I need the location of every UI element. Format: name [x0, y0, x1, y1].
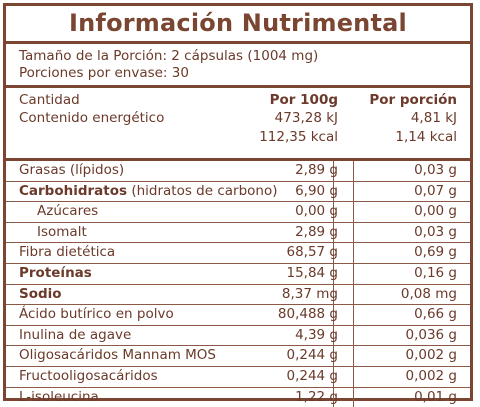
nutrient-name: Proteínas: [19, 264, 92, 281]
value-per-serving: 0,002 g: [405, 347, 457, 364]
title-divider: [6, 41, 470, 44]
value-per-serving: 0,16 g: [414, 264, 457, 281]
table-row: Oligosacáridos Mannam MOS 0,244 g 0,002 …: [6, 346, 470, 367]
table-row: Azúcares 0,00 g 0,00 g: [6, 202, 470, 223]
value-per-serving: 0,002 g: [405, 367, 457, 384]
nutrient-name: Carbohidratos: [19, 182, 128, 199]
table-row: Ácido butírico en polvo 80,488 g 0,66 g: [6, 305, 470, 326]
col-per-100g-title: Por 100g: [269, 92, 338, 108]
value-per-serving: 0,03 g: [414, 223, 457, 240]
energy-kcal-per-100g: 112,35 kcal: [259, 129, 338, 145]
value-per-100g: 0,00 g: [295, 203, 338, 220]
value-per-serving: 0,07 g: [414, 182, 457, 199]
nutrient-name: Fibra dietética: [19, 244, 116, 261]
energy-kj-per-serving: 4,81 kJ: [410, 110, 457, 126]
value-per-100g: 68,57 g: [286, 244, 338, 261]
table-row: Carbohidratos (hidratos de carbono) 6,90…: [6, 182, 470, 203]
nutrient-name: Isomalt: [37, 223, 87, 240]
table-row: Proteínas 15,84 g 0,16 g: [6, 264, 470, 285]
nutrient-name: Ácido butírico en polvo: [19, 306, 174, 323]
value-per-100g: 8,37 mg: [281, 285, 338, 302]
energy-kj-per-100g: 473,28 kJ: [274, 110, 338, 126]
value-per-serving: 0,66 g: [414, 306, 457, 323]
serving-info: Tamaño de la Porción: 2 cápsulas (1004 m…: [6, 44, 470, 85]
servings-per-container: Porciones por envase: 30: [19, 65, 189, 81]
nutrient-name: L-isoleucina: [19, 388, 99, 405]
value-per-100g: 15,84 g: [286, 264, 338, 281]
value-per-100g: 80,488 g: [277, 306, 338, 323]
value-per-100g: 0,244 g: [286, 347, 338, 364]
value-per-100g: 6,90 g: [295, 182, 338, 199]
energy-label: Contenido energético: [19, 110, 165, 126]
serving-divider: [6, 85, 470, 88]
nutrient-name: Inulina de agave: [19, 326, 132, 343]
nutrient-name-suffix: (hidratos de carbono): [127, 182, 278, 199]
nutrient-table: Grasas (lípidos) 2,89 g 0,03 g Carbohidr…: [6, 161, 470, 407]
table-row: Isomalt 2,89 g 0,03 g: [6, 223, 470, 244]
table-row: Grasas (lípidos) 2,89 g 0,03 g: [6, 161, 470, 182]
value-per-100g: 0,244 g: [286, 367, 338, 384]
label-title: Información Nutrimental: [69, 9, 407, 37]
col-per-serving-title: Por porción: [369, 92, 457, 108]
nutrient-name-group: Carbohidratos (hidratos de carbono): [19, 182, 278, 202]
table-row: L-isoleucina 1,22 g 0,01 g: [6, 388, 470, 407]
table-row: Fibra dietética 68,57 g 0,69 g: [6, 243, 470, 264]
table-row: Inulina de agave 4,39 g 0,036 g: [6, 326, 470, 347]
nutrient-name: Sodio: [19, 285, 62, 302]
value-per-serving: 0,01 g: [414, 388, 457, 405]
value-per-serving: 0,08 mg: [400, 285, 457, 302]
nutrient-name: Azúcares: [37, 203, 99, 220]
quantity-label: Cantidad: [19, 92, 80, 108]
value-per-serving: 0,03 g: [414, 162, 457, 178]
table-row: Sodio 8,37 mg 0,08 mg: [6, 285, 470, 306]
table-row: Fructooligosacáridos 0,244 g 0,002 g: [6, 367, 470, 388]
value-per-serving: 0,00 g: [414, 203, 457, 220]
nutrient-name: Oligosacáridos Mannam MOS: [19, 347, 217, 364]
value-per-100g: 1,22 g: [295, 388, 338, 405]
nutrient-name: Grasas (lípidos): [19, 162, 125, 178]
energy-divider: [6, 158, 470, 161]
nutrient-name: Fructooligosacáridos: [19, 367, 158, 384]
serving-size: Tamaño de la Porción: 2 cápsulas (1004 m…: [19, 48, 319, 64]
nutrition-facts-label: Información Nutrimental Tamaño de la Por…: [3, 3, 473, 407]
value-per-100g: 2,89 g: [295, 223, 338, 240]
energy-kcal-per-serving: 1,14 kcal: [395, 129, 457, 145]
value-per-100g: 4,39 g: [295, 326, 338, 343]
value-per-serving: 0,036 g: [405, 326, 457, 343]
value-per-serving: 0,69 g: [414, 244, 457, 261]
energy-header: Cantidad Contenido energético Por 100g 4…: [6, 88, 470, 158]
value-per-100g: 2,89 g: [295, 162, 338, 178]
